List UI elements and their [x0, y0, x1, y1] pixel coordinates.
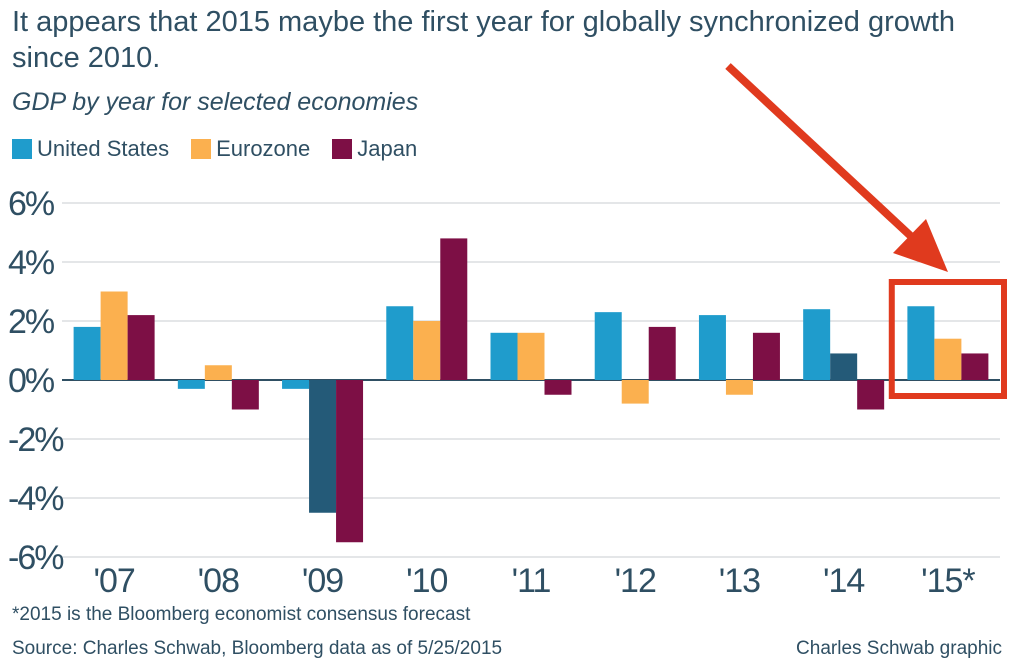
bar-united-states-6 — [698, 315, 726, 380]
bar-united-states-3 — [386, 306, 414, 380]
bar-eurozone-4 — [517, 332, 545, 380]
bar-eurozone-7 — [830, 353, 858, 380]
bar-united-states-8 — [907, 306, 935, 380]
legend-swatch-united-states — [12, 139, 32, 159]
chart-title: It appears that 2015 maybe the first yea… — [12, 6, 956, 74]
legend-item-united-states: United States — [12, 136, 169, 162]
legend-swatch-japan — [332, 139, 353, 159]
y-tick-label: 4% — [8, 244, 55, 282]
legend-item-japan: Japan — [332, 136, 417, 162]
y-tick-label: -2% — [8, 421, 64, 459]
legend: United States Eurozone Japan — [12, 136, 439, 162]
bar-eurozone-2 — [309, 380, 337, 513]
bar-japan-4 — [544, 380, 572, 395]
x-tick-label: '13 — [719, 562, 760, 600]
footnote: *2015 is the Bloomberg economist consens… — [12, 604, 471, 625]
bars-layer — [73, 238, 989, 543]
bar-japan-5 — [648, 326, 676, 380]
y-tick-label: -6% — [8, 539, 64, 577]
x-tick-label: '12 — [615, 562, 656, 600]
bar-eurozone-1 — [204, 365, 232, 380]
x-tick-label: '08 — [198, 562, 239, 600]
bar-united-states-0 — [73, 326, 101, 380]
source-note: Source: Charles Schwab, Bloomberg data a… — [12, 638, 503, 659]
x-axis-ticks: '07 '08 '09 '10 '11 '12 '13 '14 '15* — [93, 562, 976, 600]
bar-united-states-7 — [803, 309, 831, 380]
y-axis-ticks: 6% 4% 2% 0% -2% -4% -6% — [8, 185, 66, 577]
bar-eurozone-8 — [934, 338, 962, 380]
bar-eurozone-5 — [621, 380, 649, 404]
x-tick-label: '15* — [921, 562, 975, 600]
bar-eurozone-0 — [100, 291, 128, 380]
highlight-arrow-shaft — [725, 63, 918, 243]
bar-japan-1 — [231, 380, 259, 410]
x-tick-label: '09 — [302, 562, 343, 600]
legend-label-eurozone: Eurozone — [216, 136, 311, 161]
bar-japan-3 — [440, 238, 468, 380]
bar-eurozone-6 — [725, 380, 753, 395]
bar-united-states-4 — [490, 332, 518, 380]
legend-label-japan: Japan — [357, 136, 418, 161]
x-tick-label: '10 — [406, 562, 447, 600]
y-tick-label: 6% — [8, 185, 55, 223]
bar-japan-0 — [127, 315, 155, 380]
bar-japan-2 — [336, 380, 364, 543]
bar-eurozone-3 — [413, 321, 441, 380]
bar-united-states-5 — [594, 312, 622, 380]
credit-note: Charles Schwab graphic — [796, 638, 1002, 659]
y-tick-label: 2% — [8, 303, 55, 341]
bar-japan-7 — [857, 380, 885, 410]
legend-item-eurozone: Eurozone — [191, 136, 310, 162]
highlight-arrow-head-icon — [893, 219, 948, 272]
x-tick-label: '07 — [93, 562, 134, 600]
chart-subtitle: GDP by year for selected economies — [12, 88, 419, 116]
highlight-layer — [725, 63, 1007, 399]
bar-japan-8 — [961, 353, 989, 380]
bar-japan-6 — [752, 332, 780, 380]
y-tick-label: 0% — [8, 362, 55, 400]
bar-united-states-2 — [282, 380, 310, 389]
y-tick-label: -4% — [8, 480, 64, 518]
bar-united-states-1 — [177, 380, 205, 389]
legend-swatch-eurozone — [191, 139, 212, 159]
x-tick-label: '14 — [823, 562, 864, 600]
highlight-box — [888, 279, 1007, 399]
x-tick-label: '11 — [512, 562, 551, 600]
legend-label-united-states: United States — [37, 136, 170, 161]
